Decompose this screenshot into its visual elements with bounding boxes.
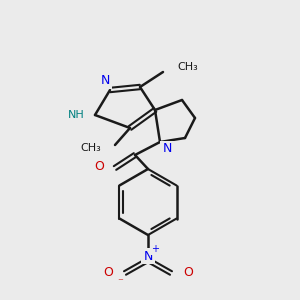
Text: CH₃: CH₃ xyxy=(80,143,101,153)
Text: N: N xyxy=(100,74,110,88)
Text: CH₃: CH₃ xyxy=(177,62,198,72)
Text: +: + xyxy=(151,244,159,254)
Text: O: O xyxy=(103,266,113,280)
Text: NH: NH xyxy=(68,110,85,120)
Text: ⁻: ⁻ xyxy=(117,277,123,287)
Text: O: O xyxy=(183,266,193,280)
Text: O: O xyxy=(94,160,104,172)
Text: N: N xyxy=(162,142,172,155)
Text: N: N xyxy=(143,250,153,262)
